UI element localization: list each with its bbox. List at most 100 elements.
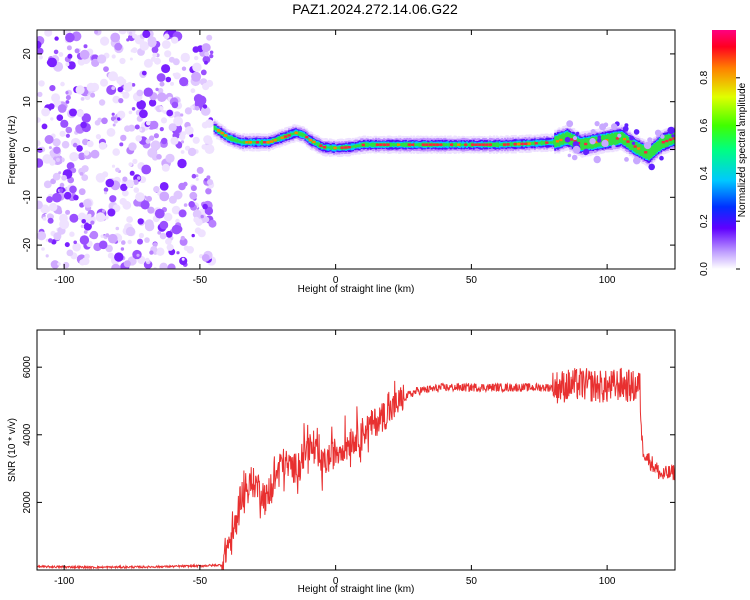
spectrogram-noise-blob: [107, 252, 114, 259]
spectrogram-noise-blob: [156, 73, 166, 82]
spectrogram-noise-blob: [611, 144, 616, 149]
spectrogram-ridge-cell: [501, 143, 504, 147]
spectrogram-ridge-cell: [563, 133, 566, 144]
spectrogram-noise-blob: [117, 117, 121, 121]
spectrogram-noise-blob: [163, 212, 173, 222]
colorbar-tick-label: 0.2: [699, 214, 710, 228]
spectrogram-noise-blob: [194, 55, 199, 61]
spectrogram-noise-blob: [81, 219, 86, 224]
y-tick-label: 10: [22, 96, 33, 108]
spectrogram-noise-blob: [127, 81, 133, 87]
spectrogram-noise-blob: [59, 130, 66, 137]
spectrogram-noise-blob: [190, 105, 194, 110]
spectrogram-ridge-cell: [630, 138, 633, 151]
spectrogram-noise-blob: [204, 178, 208, 182]
spectrogram-noise-blob: [192, 136, 200, 144]
spectrogram-noise-blob: [128, 142, 137, 151]
spectrogram-noise-blob: [160, 117, 168, 124]
spectrogram-ridge-cell: [442, 142, 445, 147]
spectrogram-noise-blob: [143, 58, 153, 68]
spectrogram-noise-blob: [184, 107, 192, 115]
spectrogram-ridge-cell: [353, 145, 356, 148]
spectrogram-peak-cell: [506, 143, 510, 146]
spectrogram-ridge-cell: [236, 139, 239, 143]
spectrogram-peak-cell: [672, 137, 675, 140]
spectrogram-ridge-cell: [497, 142, 500, 147]
spectrogram-ridge-cell: [586, 138, 589, 149]
spectrogram-noise-blob: [49, 150, 55, 155]
spectrogram-noise-blob: [41, 123, 48, 130]
spectrogram-ridge-cell: [419, 143, 422, 147]
spectrogram-noise-blob: [200, 106, 211, 116]
spectrogram-noise-blob: [205, 188, 212, 195]
spectrogram-ridge-cell: [562, 133, 565, 145]
spectrogram-noise-blob: [171, 36, 179, 44]
spectrogram-noise-blob: [147, 147, 158, 158]
spectrogram-ridge-cell: [235, 138, 238, 143]
spectrogram-ridge-cell: [277, 137, 280, 141]
snr-x-label: Height of straight line (km): [298, 584, 415, 595]
spectrogram-noise-blob: [131, 107, 136, 111]
spectrogram-y-ticks: -20 -10 0 10 20: [22, 48, 675, 252]
y-tick-label: 6000: [22, 356, 33, 379]
spectrogram-noise-blob: [127, 239, 132, 245]
spectrogram-peak-cell: [407, 143, 411, 146]
spectrogram-noise-blob: [90, 92, 96, 98]
spectrogram-noise-blob: [157, 87, 164, 94]
spectrogram-peak-cell: [584, 142, 588, 146]
spectrogram-peak-cell: [481, 143, 485, 146]
spectrogram-ridge-cell: [539, 141, 542, 145]
spectrogram-ridge-cell: [354, 144, 357, 148]
spectrogram-noise-blob: [69, 185, 77, 194]
spectrogram-noise-blob: [135, 192, 145, 202]
spectrogram-ridge-cell: [368, 143, 371, 146]
spectrogram-peak-cell: [665, 139, 669, 143]
spectrogram-peak-cell: [312, 140, 316, 144]
spectrogram-peak-cell: [474, 143, 478, 146]
spectrogram-ridge-cell: [315, 142, 318, 145]
spectrogram-noise-blob: [49, 85, 56, 92]
spectrogram-ridge-cell: [611, 133, 614, 146]
spectrogram-ridge-cell: [642, 145, 645, 158]
spectrogram-peak-cell: [322, 146, 327, 149]
spectrogram-ridge-cell: [290, 132, 293, 136]
spectrogram-ridge-cell: [358, 144, 361, 147]
spectrogram-noise-blob: [202, 55, 211, 64]
spectrogram-noise-blob: [94, 120, 101, 126]
colorbar-tick-label: 0.4: [699, 166, 710, 180]
spectrogram-noise-blob: [67, 61, 76, 70]
spectrogram-noise-blob: [52, 192, 62, 203]
spectrogram-peak-cell: [217, 129, 221, 132]
spectrogram-ridge-cell: [237, 140, 240, 143]
spectrogram-noise-blob: [121, 240, 126, 245]
spectrogram-peak-cell: [545, 141, 549, 144]
spectrogram-ridge-cell: [487, 142, 490, 147]
spectrogram-noise-blob: [121, 189, 129, 197]
spectrogram-noise-blob: [165, 153, 175, 163]
y-tick-label: -10: [22, 190, 33, 205]
spectrogram-x-ticks: -100 -50 0 50 100: [54, 30, 616, 286]
spectrogram-noise-blob: [184, 126, 194, 135]
spectrogram-noise-blob: [204, 60, 208, 65]
spectrogram-noise-blob: [166, 243, 174, 251]
spectrogram-noise-blob: [195, 177, 199, 181]
spectrogram-peak-cell: [340, 146, 344, 149]
spectrogram-ridge-cell: [641, 145, 644, 156]
spectrogram-noise-blob: [159, 81, 165, 87]
spectrogram-ridge-cell: [369, 143, 372, 147]
spectrogram-noise-blob: [120, 247, 125, 251]
spectrogram-peak-cell: [428, 143, 432, 146]
spectrogram-noise-blob: [104, 215, 109, 220]
spectrogram-noise-blob: [65, 133, 70, 138]
x-tick-label: -50: [193, 275, 208, 286]
spectrogram-noise-blob: [159, 232, 167, 240]
spectrogram-noise-blob: [567, 153, 572, 158]
spectrogram-noise-blob: [61, 140, 70, 149]
spectrogram-noise-blob: [56, 114, 64, 121]
spectrogram-noise-blob: [166, 109, 174, 117]
spectrogram-noise-blob: [37, 140, 41, 147]
spectrogram-ridge-cell: [402, 142, 405, 147]
spectrogram-ridge-cell: [658, 138, 661, 151]
spectrogram-noise-blob: [97, 54, 107, 64]
